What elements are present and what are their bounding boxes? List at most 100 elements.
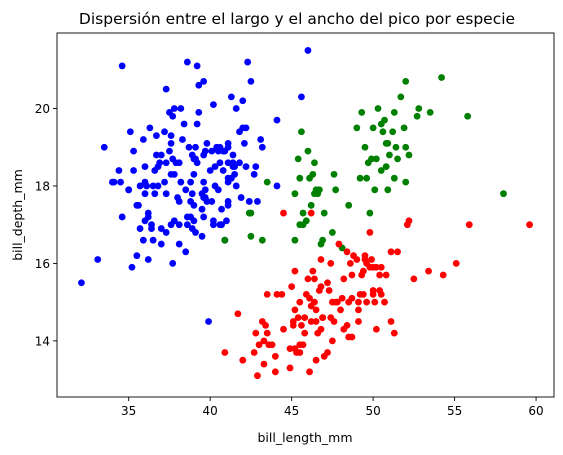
data-point xyxy=(389,128,397,136)
data-point xyxy=(315,186,323,194)
data-point xyxy=(333,298,341,306)
data-point xyxy=(304,275,312,283)
data-point xyxy=(317,256,325,263)
y-tick-label: 18 xyxy=(35,179,50,193)
data-point xyxy=(327,260,335,267)
data-point xyxy=(387,318,395,325)
data-point xyxy=(252,329,260,337)
data-point xyxy=(355,298,362,306)
data-point xyxy=(348,333,356,341)
data-point xyxy=(153,132,160,140)
x-tick-label: 50 xyxy=(365,404,380,418)
data-point xyxy=(156,159,164,167)
data-point xyxy=(304,47,312,54)
data-point xyxy=(258,236,266,244)
data-point xyxy=(258,143,266,151)
data-point xyxy=(402,178,410,186)
data-point xyxy=(254,372,261,380)
data-point xyxy=(382,163,390,171)
data-point xyxy=(130,147,137,155)
data-point xyxy=(298,321,305,329)
data-point xyxy=(154,182,162,190)
data-point xyxy=(167,132,175,140)
data-point xyxy=(205,318,212,325)
data-point xyxy=(213,143,221,151)
data-point xyxy=(187,178,195,186)
data-point xyxy=(198,205,206,213)
data-point xyxy=(263,290,271,298)
data-point xyxy=(355,318,362,325)
data-point xyxy=(312,318,320,325)
data-point xyxy=(402,78,410,85)
data-point xyxy=(289,321,297,329)
data-point xyxy=(426,108,434,116)
data-point xyxy=(177,178,185,186)
data-point xyxy=(328,337,336,345)
data-point xyxy=(245,198,253,205)
series-2 xyxy=(221,209,533,380)
data-point xyxy=(183,58,191,66)
data-point xyxy=(366,209,374,217)
data-point xyxy=(363,174,371,182)
data-point xyxy=(247,232,255,240)
data-point xyxy=(247,209,255,217)
data-point xyxy=(263,329,271,337)
data-point xyxy=(210,101,217,109)
data-point xyxy=(280,325,287,333)
data-point xyxy=(162,159,170,167)
data-point xyxy=(180,120,188,128)
data-point xyxy=(244,58,252,66)
data-point xyxy=(271,368,279,376)
data-point xyxy=(353,124,361,132)
data-point xyxy=(200,78,208,85)
data-point xyxy=(307,318,315,325)
data-point xyxy=(439,271,447,279)
data-point xyxy=(415,105,423,112)
data-point xyxy=(368,256,375,263)
data-point xyxy=(211,163,219,171)
data-point xyxy=(317,325,325,333)
data-point xyxy=(330,318,338,325)
x-tick-label: 60 xyxy=(528,404,543,418)
data-point xyxy=(193,62,201,70)
data-point xyxy=(394,248,401,256)
data-point xyxy=(219,167,227,174)
data-point xyxy=(301,314,309,322)
data-point xyxy=(224,201,232,209)
data-point xyxy=(355,306,362,314)
data-point xyxy=(100,143,108,151)
data-point xyxy=(166,108,173,116)
data-point xyxy=(169,260,177,267)
data-point xyxy=(294,314,302,322)
data-point xyxy=(193,120,201,128)
data-point xyxy=(359,290,367,298)
data-point xyxy=(139,136,147,143)
data-point xyxy=(193,159,201,167)
data-point xyxy=(126,128,134,136)
data-point xyxy=(221,349,229,356)
x-axis-label: bill_length_mm xyxy=(257,430,352,445)
x-tick-label: 55 xyxy=(447,404,462,418)
x-tick-label: 40 xyxy=(203,404,218,418)
data-point xyxy=(227,93,235,101)
data-point xyxy=(236,159,243,167)
data-point xyxy=(302,290,310,298)
data-point xyxy=(307,209,315,217)
data-point xyxy=(254,198,261,205)
data-point xyxy=(229,151,237,159)
data-point xyxy=(167,170,175,178)
data-point xyxy=(175,240,183,248)
data-point xyxy=(157,151,165,159)
data-point xyxy=(260,337,268,345)
data-point xyxy=(278,290,286,298)
data-point xyxy=(291,267,299,275)
y-tick-label: 16 xyxy=(35,257,50,271)
data-point xyxy=(291,190,299,198)
data-point xyxy=(185,143,193,151)
data-point xyxy=(324,279,331,287)
data-point xyxy=(296,174,304,182)
data-point xyxy=(369,287,377,294)
data-point xyxy=(377,290,385,298)
plot-area xyxy=(78,47,533,380)
data-point xyxy=(311,159,318,167)
